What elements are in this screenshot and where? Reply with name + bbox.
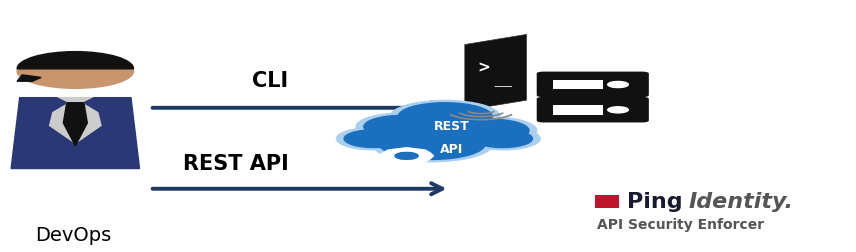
Text: API: API <box>440 142 464 155</box>
Circle shape <box>422 154 433 158</box>
Text: CLI: CLI <box>252 71 288 91</box>
Polygon shape <box>11 98 140 169</box>
Circle shape <box>364 116 441 139</box>
Circle shape <box>465 128 540 150</box>
Text: REST API: REST API <box>182 154 288 174</box>
Circle shape <box>344 130 404 148</box>
Circle shape <box>381 149 432 164</box>
Circle shape <box>416 150 427 153</box>
Circle shape <box>372 126 493 162</box>
Polygon shape <box>20 98 67 131</box>
Bar <box>595 195 619 208</box>
Polygon shape <box>465 35 526 111</box>
Text: ——: —— <box>493 81 513 91</box>
Circle shape <box>336 128 412 150</box>
Circle shape <box>452 120 529 142</box>
Circle shape <box>416 159 427 162</box>
Text: REST: REST <box>434 119 470 133</box>
Circle shape <box>608 107 628 113</box>
Circle shape <box>395 153 418 160</box>
Text: Identity.: Identity. <box>688 192 794 212</box>
Text: >: > <box>478 60 490 76</box>
FancyBboxPatch shape <box>537 72 649 98</box>
Polygon shape <box>17 76 41 82</box>
Circle shape <box>444 117 537 145</box>
Circle shape <box>380 154 391 158</box>
Circle shape <box>356 114 449 141</box>
Bar <box>553 80 603 90</box>
Bar <box>553 106 603 115</box>
Text: Ping: Ping <box>627 192 682 212</box>
Text: API Security Enforcer: API Security Enforcer <box>597 217 764 231</box>
Circle shape <box>401 148 413 152</box>
Circle shape <box>473 130 532 148</box>
Circle shape <box>386 150 397 153</box>
Wedge shape <box>17 52 134 70</box>
Circle shape <box>386 159 397 162</box>
Polygon shape <box>63 103 87 146</box>
Circle shape <box>608 82 628 88</box>
Circle shape <box>17 55 134 89</box>
Circle shape <box>379 129 485 160</box>
Circle shape <box>398 103 492 131</box>
Circle shape <box>401 161 413 164</box>
Text: DevOps: DevOps <box>34 225 111 244</box>
Polygon shape <box>84 98 131 131</box>
FancyBboxPatch shape <box>537 98 649 123</box>
Circle shape <box>390 101 500 133</box>
Polygon shape <box>50 98 101 144</box>
